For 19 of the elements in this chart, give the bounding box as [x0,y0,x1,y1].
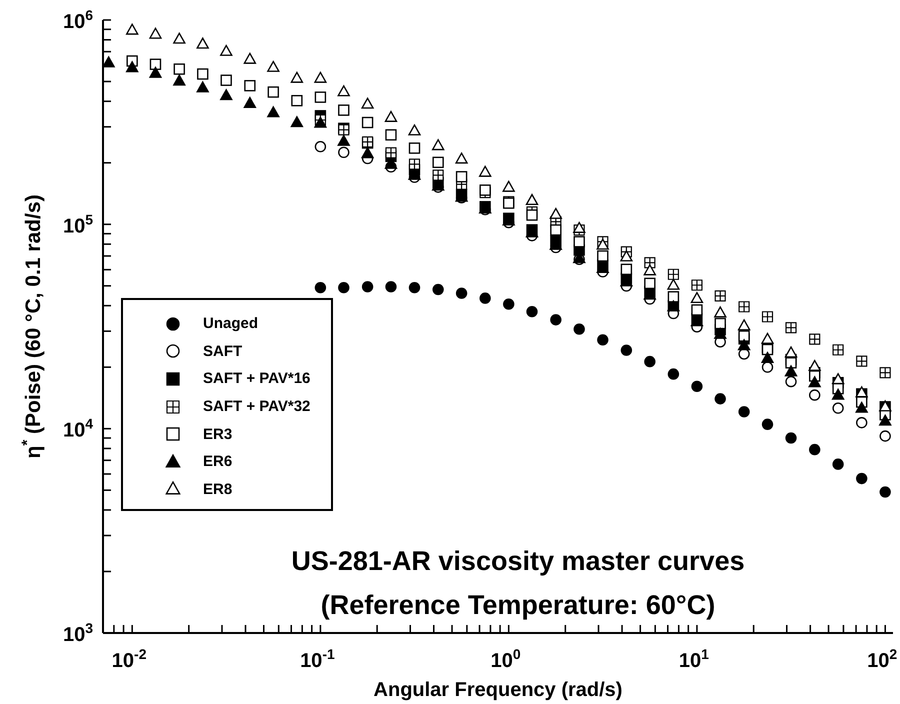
text: US-281-AR viscosity master curves [291,546,745,576]
y-tick-label: 10$^{6}$ [62,7,94,33]
x-axis-title: Angular Frequency (rad/s) [374,679,622,701]
x-tick-label: 10$^{-1}$ [300,646,335,672]
y-tick-label: 10$^{5}$ [62,211,94,238]
legend-label: SAFT [203,342,242,360]
y-tick-label: 10$^{4}$ [62,416,94,442]
legend-label: SAFT + PAV*32 [203,398,310,416]
x-tick-label: 10$^{-2}$ [112,646,147,672]
x-tick-label: 10$^{0}$ [490,646,521,672]
x-tick-label: 10$^{1}$ [678,646,710,672]
legend-label: Unaged [203,315,258,332]
legend-label: SAFT + PAV*16 [203,370,310,388]
legend-label: ER6 [203,453,232,470]
x-tick-label: 10$^{2}$ [867,646,898,672]
text: (Reference Temperature: 60°C) [320,590,716,620]
legend-label: ER8 [203,480,232,498]
y-tick-label: 10$^{3}$ [62,620,94,646]
legend-label: ER3 [203,426,232,443]
